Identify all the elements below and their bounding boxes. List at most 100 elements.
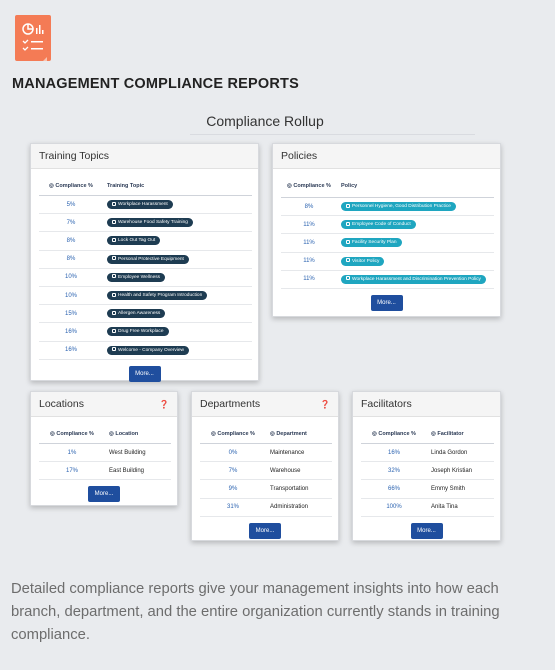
column-header-topic[interactable]: Training Topic	[103, 177, 252, 196]
card-title: Locations	[39, 398, 84, 410]
more-button[interactable]: More...	[370, 294, 403, 311]
table-row[interactable]: 16% Welcome - Company Overview	[39, 341, 252, 360]
table-row[interactable]: 15% Allergen Awareness	[39, 304, 252, 324]
table-row[interactable]: 8% Personnel Hygiene, Good Distribution P…	[281, 197, 494, 217]
column-header-compliance[interactable]: ◎ Compliance %	[361, 425, 427, 444]
description-text: Detailed compliance reports give your ma…	[11, 581, 500, 643]
column-header-compliance[interactable]: ◎ Compliance %	[200, 425, 266, 444]
name-badge[interactable]: Drug Free Workplace	[107, 327, 169, 337]
table-row[interactable]: 5% Workplace Harassment	[39, 195, 252, 215]
table-row[interactable]: 66% Emmy Smith	[361, 479, 494, 499]
compliance-value: 8%	[39, 250, 103, 269]
table-row[interactable]: 8% Personal Protective Equipment	[39, 250, 252, 269]
document-icon	[346, 203, 350, 208]
name-badge[interactable]: Warehouse Food Safety Training	[107, 218, 193, 228]
name-badge[interactable]: Health and Safety Program Introduction	[107, 291, 208, 301]
name-badge[interactable]: Workplace Harassment	[107, 200, 173, 210]
table-row[interactable]: 17% East Building	[39, 461, 171, 481]
column-header-compliance[interactable]: ◎ Compliance %	[39, 425, 105, 444]
name-cell: Health and Safety Program Introduction	[103, 286, 252, 306]
compliance-value: 10%	[39, 286, 103, 306]
more-button[interactable]: More...	[88, 486, 120, 503]
name-cell: Facility Security Plan	[337, 233, 494, 253]
table-row[interactable]: 31% Administration	[200, 498, 332, 517]
table-row[interactable]: 10% Employee Wellness	[39, 268, 252, 287]
monitor-icon	[112, 328, 116, 333]
badge-label: Personal Protective Equipment	[118, 256, 184, 262]
table-row[interactable]: 7% Warehouse Food Safety Training	[39, 213, 252, 233]
compliance-value: 8%	[39, 231, 103, 251]
document-icon	[346, 221, 350, 226]
name-badge[interactable]: Facility Security Plan	[341, 238, 402, 248]
card-title: Facilitators	[361, 398, 412, 410]
name-cell: Transportation	[266, 479, 332, 499]
table-row[interactable]: 11% Workplace Harassment and Discriminati…	[281, 270, 494, 289]
card-title: Departments	[200, 398, 261, 410]
column-header-location[interactable]: ◎ Location	[105, 425, 171, 444]
locations-table: ◎ Compliance % ◎ Location 1% West Buildin…	[39, 425, 171, 481]
name-cell: Warehouse	[266, 461, 332, 481]
compliance-value: 1%	[39, 443, 105, 463]
monitor-icon	[112, 219, 116, 224]
badge-label: Personnel Hygiene, Good Distribution Pra…	[352, 204, 451, 210]
name-cell: Welcome - Company Overview	[103, 341, 252, 360]
column-header-department[interactable]: ◎ Department	[266, 425, 332, 444]
more-button[interactable]: More...	[128, 365, 161, 382]
rollup-divider	[190, 134, 475, 135]
table-row[interactable]: 11% Facility Security Plan	[281, 233, 494, 253]
name-badge[interactable]: Employee Code of Conduct	[341, 220, 416, 230]
report-logo-icon	[15, 15, 51, 61]
badge-label: Employee Wellness	[118, 274, 161, 280]
help-icon[interactable]: ❓	[159, 399, 169, 409]
name-cell: Maintenance	[266, 443, 332, 463]
name-cell: Linda Gordon	[427, 443, 494, 463]
table-row[interactable]: 32% Joseph Kristian	[361, 461, 494, 481]
name-cell: Personal Protective Equipment	[103, 250, 252, 269]
table-row[interactable]: 0% Maintenance	[200, 443, 332, 463]
help-icon[interactable]: ❓	[320, 399, 330, 409]
facilitators-card: Facilitators ◎ Compliance % ◎ Facilitato…	[352, 391, 501, 541]
name-cell: Employee Wellness	[103, 268, 252, 287]
name-badge[interactable]: Employee Wellness	[107, 272, 166, 282]
policies-table: ◎ Compliance % Policy 8% Personnel Hygien…	[281, 175, 494, 289]
compliance-value: 32%	[361, 461, 427, 481]
badge-label: Welcome - Company Overview	[118, 347, 185, 353]
column-header-policy[interactable]: Policy	[337, 175, 494, 198]
table-row[interactable]: 7% Warehouse	[200, 461, 332, 481]
compliance-value: 16%	[39, 341, 103, 360]
name-badge[interactable]: Personnel Hygiene, Good Distribution Pra…	[341, 202, 456, 212]
name-badge[interactable]: Personal Protective Equipment	[107, 254, 189, 264]
table-row[interactable]: 11% Visitor Policy	[281, 252, 494, 271]
name-badge[interactable]: Visitor Policy	[341, 256, 385, 266]
table-row[interactable]: 100% Anita Tina	[361, 498, 494, 517]
badge-label: Allergen Awareness	[118, 311, 161, 317]
column-header-facilitator[interactable]: ◎ Facilitator	[427, 425, 494, 444]
table-row[interactable]: 10% Health and Safety Program Introductio…	[39, 286, 252, 306]
compliance-value: 0%	[200, 443, 266, 463]
compliance-value: 16%	[39, 322, 103, 342]
column-header-compliance[interactable]: ◎ Compliance %	[39, 177, 103, 196]
compliance-value: 11%	[281, 270, 337, 289]
table-row[interactable]: 8% Lock Out Tag Out	[39, 231, 252, 251]
name-badge[interactable]: Lock Out Tag Out	[107, 236, 161, 246]
compliance-value: 9%	[200, 479, 266, 499]
name-cell: Drug Free Workplace	[103, 322, 252, 342]
table-row[interactable]: 1% West Building	[39, 443, 171, 463]
name-cell: Anita Tina	[427, 498, 494, 517]
monitor-icon	[112, 201, 116, 206]
table-row[interactable]: 16% Linda Gordon	[361, 443, 494, 463]
name-cell: Workplace Harassment	[103, 195, 252, 215]
table-row[interactable]: 11% Employee Code of Conduct	[281, 215, 494, 235]
badge-label: Workplace Harassment and Discrimination …	[352, 276, 481, 282]
name-badge[interactable]: Allergen Awareness	[107, 309, 166, 319]
compliance-value: 11%	[281, 233, 337, 253]
more-button[interactable]: More...	[249, 522, 281, 539]
more-button[interactable]: More...	[410, 522, 443, 539]
name-badge[interactable]: Welcome - Company Overview	[107, 345, 190, 355]
badge-label: Workplace Harassment	[118, 202, 168, 208]
table-row[interactable]: 9% Transportation	[200, 479, 332, 499]
monitor-icon	[112, 256, 116, 261]
name-badge[interactable]: Workplace Harassment and Discrimination …	[341, 274, 486, 284]
table-row[interactable]: 16% Drug Free Workplace	[39, 322, 252, 342]
column-header-compliance[interactable]: ◎ Compliance %	[281, 175, 337, 198]
